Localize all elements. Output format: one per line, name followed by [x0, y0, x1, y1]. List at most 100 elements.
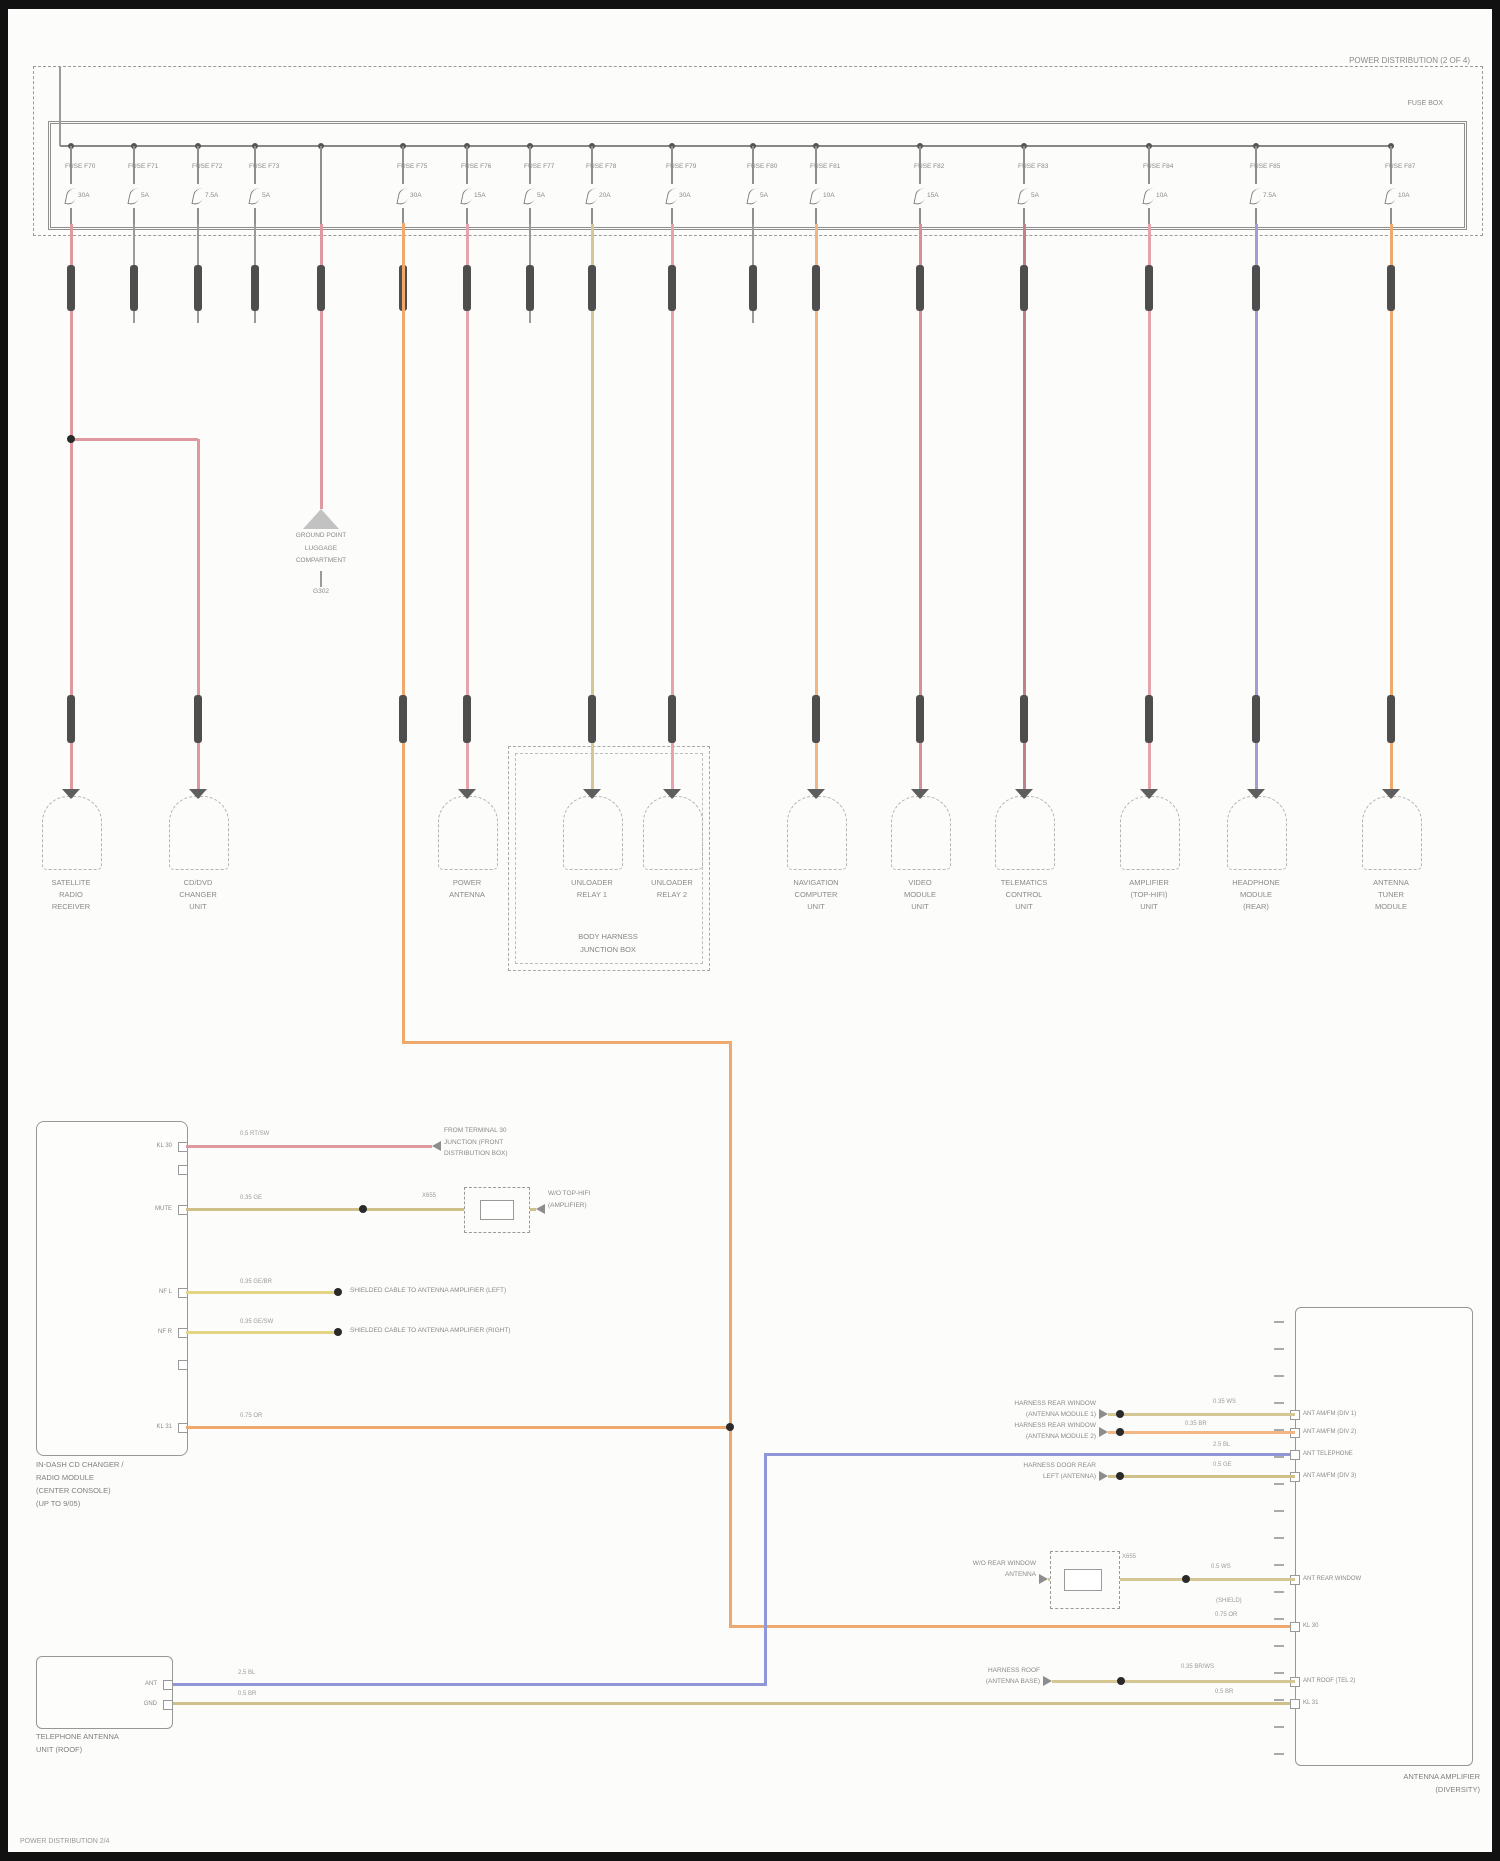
fuse-label: FUSE F72	[192, 163, 223, 170]
fuse-glyph-bg	[1141, 184, 1157, 208]
pin-notch	[1290, 1450, 1300, 1460]
flag-text: DISTRIBUTION BOX)	[444, 1150, 508, 1157]
flag-arrow-icon	[1099, 1409, 1108, 1419]
left-ecu-label: (UP TO 9/05)	[36, 1499, 81, 1508]
component-connector	[1362, 796, 1422, 870]
component-label: (TOP-HIFI)	[1130, 890, 1168, 899]
component-label: POWER	[452, 878, 482, 887]
fuse-label: FUSE F77	[524, 163, 555, 170]
fuse-amp: 30A	[410, 192, 422, 199]
supply-wire	[1147, 224, 1151, 798]
fuse-amp: 10A	[1156, 192, 1168, 199]
antenna-feed-wire	[1108, 1430, 1295, 1434]
fuse-glyph-bg	[395, 184, 411, 208]
component-label: VIDEO	[908, 878, 932, 887]
pin-label: ANT TELEPHONE	[1303, 1451, 1353, 1457]
inline-connector	[194, 695, 202, 743]
flag-text: HARNESS DOOR REAR	[1023, 1462, 1096, 1469]
kl30-wire	[186, 1144, 432, 1148]
fuse-glyph-bg	[190, 184, 206, 208]
junction-dot	[359, 1205, 367, 1213]
inline-connector	[526, 265, 534, 311]
flag-text: HARNESS REAR WINDOW	[1014, 1422, 1096, 1429]
fuse-glyph-bg	[745, 184, 761, 208]
pin-label: ANT	[145, 1681, 157, 1687]
component-label: (REAR)	[1243, 902, 1269, 911]
component-label: TUNER	[1378, 890, 1404, 899]
wire-code: 0.5 RT/SW	[240, 1131, 270, 1137]
blue-route	[763, 1452, 767, 1686]
wire-code: 0.5 WS	[1211, 1564, 1231, 1570]
component-label: NAVIGATION	[793, 878, 839, 887]
pin-tick	[1274, 1348, 1284, 1350]
pin-tick	[1274, 1375, 1284, 1377]
component-label: HEADPHONE	[1232, 878, 1280, 887]
inline-connector	[1020, 265, 1028, 311]
footer-text: POWER DISTRIBUTION 2/4	[20, 1838, 110, 1845]
inline-connector	[1020, 695, 1028, 743]
pin-notch	[1290, 1699, 1300, 1709]
diagram-page: POWER DISTRIBUTION (2 OF 4) FUSE BOX POW…	[8, 9, 1492, 1852]
wire-code: 0.35 GE/SW	[240, 1319, 274, 1325]
junction-box-outer	[508, 746, 710, 971]
antenna-feed-wire	[1052, 1679, 1295, 1683]
component-label: ANTENNA	[1373, 878, 1409, 887]
fuse-glyph-bg	[808, 184, 824, 208]
supply-wire	[1389, 224, 1393, 798]
fuse-column-line	[320, 146, 322, 224]
supply-wire	[465, 224, 469, 798]
fuse-label: FUSE F87	[1385, 163, 1416, 170]
junction-dot	[334, 1328, 342, 1336]
wire-note: SHIELDED CABLE TO ANTENNA AMPLIFIER (LEF…	[350, 1287, 507, 1294]
pin-label: KL 31	[156, 1424, 172, 1430]
fuse-label: FUSE F84	[1143, 163, 1174, 170]
pin-tick	[1274, 1456, 1284, 1458]
flag-text: (ANTENNA BASE)	[985, 1678, 1040, 1685]
fuse-label: FUSE F70	[65, 163, 96, 170]
wire-code: X655	[1122, 1554, 1137, 1560]
olive-route	[169, 1701, 1297, 1705]
inline-connector	[67, 265, 75, 311]
pin-tick	[1274, 1726, 1284, 1728]
inline-connector	[1145, 695, 1153, 743]
component-label: UNIT	[189, 902, 207, 911]
pin-notch	[178, 1165, 188, 1175]
component-label: ANTENNA	[449, 890, 485, 899]
fuse-box-outer-dashed	[33, 66, 1483, 236]
fuse-label: FUSE F71	[128, 163, 159, 170]
wire-code: 2.5 BL	[238, 1670, 256, 1676]
fuse-label: FUSE F73	[249, 163, 280, 170]
fuse-glyph-bg	[664, 184, 680, 208]
component-label: RADIO	[59, 890, 83, 899]
flag-text: (AMPLIFIER)	[548, 1201, 587, 1209]
inline-connector	[588, 695, 596, 743]
connector-chevron-icon	[1015, 789, 1033, 799]
inline-connector	[194, 265, 202, 311]
flag-text: ANTENNA	[1004, 1571, 1036, 1578]
inline-connector	[916, 265, 924, 311]
orange-route	[401, 222, 405, 1044]
fuse-glyph-bg	[584, 184, 600, 208]
inline-connector	[1387, 265, 1395, 311]
wire-code: X655	[422, 1193, 437, 1199]
pin-tick	[1274, 1321, 1284, 1323]
fuse-glyph-bg	[63, 184, 79, 208]
flag-arrow-icon	[1043, 1676, 1052, 1686]
blue-route	[169, 1682, 767, 1686]
pin-tick	[1274, 1510, 1284, 1512]
junction-dot	[1182, 1575, 1190, 1583]
inline-connector	[812, 695, 820, 743]
component-connector	[438, 796, 498, 870]
connector-chevron-icon	[62, 789, 80, 799]
junction-dot	[726, 1423, 734, 1431]
pin-label: NF L	[158, 1289, 172, 1295]
inline-connector	[749, 265, 757, 311]
inline-component-inner	[1064, 1569, 1102, 1591]
ground-code: G302	[313, 588, 329, 595]
flag-arrow-icon	[1039, 1574, 1048, 1584]
connector-chevron-icon	[189, 789, 207, 799]
pin-label: ANT REAR WINDOW	[1303, 1576, 1362, 1582]
component-label: SATELLITE	[51, 878, 91, 887]
right-ecu-box	[1295, 1307, 1473, 1766]
flag-text: (ANTENNA MODULE 2)	[1025, 1433, 1096, 1440]
